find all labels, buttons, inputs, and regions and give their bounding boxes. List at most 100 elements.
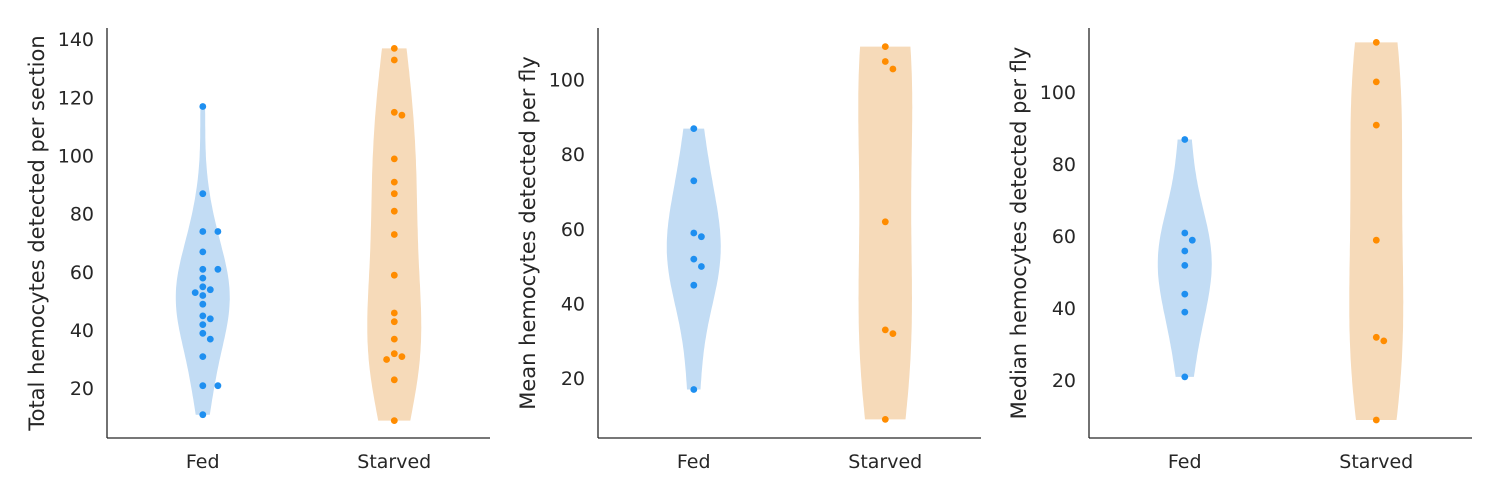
data-point-fed bbox=[199, 190, 207, 198]
data-point-fed bbox=[214, 228, 222, 235]
data-point-fed bbox=[1181, 229, 1189, 237]
data-point-starved bbox=[398, 111, 406, 119]
data-point-fed bbox=[1181, 247, 1189, 255]
data-point-fed bbox=[199, 382, 207, 390]
chart-panel-1: 20 40 60 80 100 120 140 Fed Starved Total hemocyt… bbox=[25, 28, 490, 473]
data-point-fed bbox=[690, 125, 698, 132]
data-point-starved bbox=[1372, 236, 1380, 244]
y-axis-title: Mean hemocytes detected per fly bbox=[516, 56, 540, 410]
data-point-starved bbox=[881, 326, 889, 334]
data-point-fed bbox=[206, 315, 214, 323]
data-point-starved bbox=[390, 108, 398, 116]
chart-panel-2: 20 40 60 80 100 Fed Starved Mean hemocytes dete… bbox=[516, 28, 981, 473]
x-tick-label-fed: Fed bbox=[1168, 451, 1202, 473]
y-tick-label: 40 bbox=[1052, 298, 1076, 320]
data-point-fed bbox=[199, 274, 207, 282]
data-point-starved bbox=[1372, 121, 1380, 129]
data-point-fed bbox=[1181, 308, 1189, 316]
data-point-starved bbox=[889, 330, 897, 337]
data-point-starved bbox=[390, 417, 398, 424]
data-point-starved bbox=[881, 43, 889, 50]
data-point-starved bbox=[398, 353, 406, 360]
y-axis-title: Total hemocytes detected per section bbox=[25, 35, 49, 431]
data-point-starved bbox=[390, 190, 398, 198]
violin-starved bbox=[1349, 42, 1404, 421]
data-point-fed bbox=[199, 103, 207, 110]
data-point-starved bbox=[390, 335, 398, 343]
data-point-fed bbox=[199, 312, 207, 320]
violin-fed bbox=[175, 106, 230, 415]
data-point-fed bbox=[698, 233, 705, 241]
data-point-starved bbox=[390, 178, 398, 186]
data-point-fed bbox=[191, 289, 199, 296]
data-point-fed bbox=[199, 265, 207, 273]
data-point-starved bbox=[390, 318, 398, 326]
data-point-fed bbox=[206, 286, 214, 294]
x-tick-label-fed: Fed bbox=[677, 451, 711, 473]
data-point-starved bbox=[390, 309, 398, 317]
chart-panel-3: 20 40 60 80 100 Fed Starved Median hemocytes de… bbox=[1007, 28, 1472, 473]
data-point-fed bbox=[199, 248, 207, 256]
data-point-fed bbox=[199, 353, 207, 360]
y-tick-label: 60 bbox=[1052, 226, 1076, 248]
data-point-starved bbox=[881, 218, 889, 226]
y-tick-label: 80 bbox=[561, 144, 585, 166]
y-tick-label: 80 bbox=[1052, 154, 1076, 176]
data-point-fed bbox=[690, 386, 698, 393]
data-point-fed bbox=[199, 329, 207, 337]
y-tick-label: 100 bbox=[58, 145, 94, 167]
data-point-fed bbox=[199, 283, 207, 291]
data-point-starved bbox=[1372, 78, 1380, 86]
data-point-starved bbox=[390, 56, 398, 64]
data-point-fed bbox=[214, 265, 222, 273]
x-tick-label-starved: Starved bbox=[1339, 451, 1413, 473]
data-point-fed bbox=[1181, 262, 1189, 269]
data-point-starved bbox=[889, 65, 897, 73]
y-tick-label: 20 bbox=[1052, 370, 1076, 392]
data-point-fed bbox=[690, 177, 698, 185]
data-point-fed bbox=[1181, 373, 1189, 381]
data-point-starved bbox=[390, 155, 398, 163]
data-point-starved bbox=[390, 45, 398, 52]
data-point-starved bbox=[1372, 416, 1380, 424]
data-point-starved bbox=[390, 350, 398, 358]
y-tick-label: 100 bbox=[1040, 82, 1076, 104]
y-tick-label: 140 bbox=[58, 29, 94, 51]
violin-fed bbox=[1157, 139, 1212, 377]
x-tick-label-fed: Fed bbox=[186, 451, 220, 473]
y-tick-label: 40 bbox=[561, 293, 585, 315]
data-point-fed bbox=[199, 292, 207, 299]
x-tick-label-starved: Starved bbox=[357, 451, 431, 473]
data-point-starved bbox=[1372, 39, 1380, 46]
data-point-starved bbox=[390, 231, 398, 238]
data-point-starved bbox=[383, 356, 390, 363]
x-tick-label-starved: Starved bbox=[848, 451, 922, 473]
data-point-fed bbox=[1181, 136, 1189, 143]
y-tick-label: 60 bbox=[70, 262, 94, 284]
y-tick-label: 80 bbox=[70, 204, 94, 226]
data-point-fed bbox=[199, 228, 207, 235]
data-point-fed bbox=[214, 382, 222, 390]
data-point-fed bbox=[1181, 290, 1189, 298]
data-point-starved bbox=[390, 207, 398, 215]
data-point-fed bbox=[199, 300, 207, 308]
data-point-starved bbox=[1380, 337, 1388, 345]
data-point-starved bbox=[390, 271, 398, 279]
y-tick-label: 120 bbox=[58, 87, 94, 109]
data-point-starved bbox=[881, 58, 889, 65]
data-point-fed bbox=[690, 255, 698, 263]
data-point-fed bbox=[698, 263, 705, 270]
data-point-fed bbox=[690, 281, 698, 289]
data-point-starved bbox=[390, 376, 398, 384]
y-axis-title: Median hemocytes detected per fly bbox=[1007, 47, 1031, 420]
y-tick-label: 20 bbox=[70, 378, 94, 400]
data-point-fed bbox=[199, 321, 207, 328]
data-point-fed bbox=[1188, 236, 1196, 244]
data-point-fed bbox=[690, 229, 698, 237]
y-tick-label: 20 bbox=[561, 368, 585, 390]
data-point-fed bbox=[206, 335, 214, 343]
y-tick-label: 60 bbox=[561, 219, 585, 241]
violin-starved bbox=[858, 46, 913, 420]
